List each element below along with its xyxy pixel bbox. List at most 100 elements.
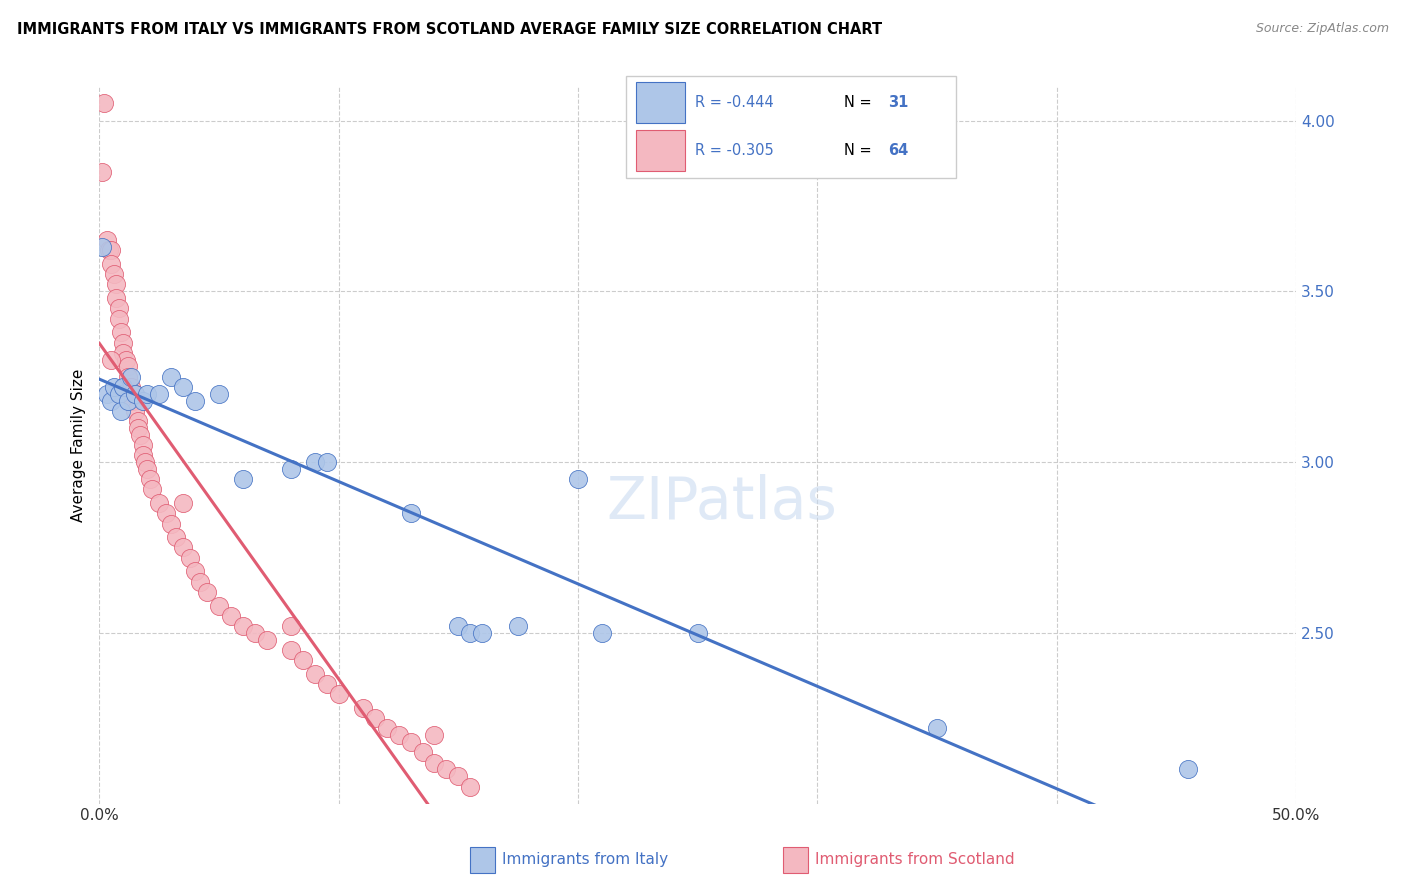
Point: [291, 653, 314, 667]
Point: [90, 165, 112, 179]
FancyBboxPatch shape: [626, 76, 956, 178]
Point: [508, 619, 530, 633]
Point: [127, 414, 149, 428]
Point: [208, 386, 231, 401]
Point: [591, 625, 613, 640]
Point: [280, 643, 302, 657]
Point: [107, 311, 129, 326]
Point: [117, 393, 139, 408]
Point: [110, 326, 132, 340]
Point: [352, 701, 374, 715]
Point: [172, 541, 194, 555]
Point: [304, 455, 326, 469]
Point: [120, 380, 142, 394]
Point: [136, 386, 159, 401]
Point: [460, 625, 482, 640]
FancyBboxPatch shape: [636, 130, 685, 171]
Point: [471, 625, 494, 640]
Point: [127, 421, 149, 435]
Y-axis label: Average Family Size: Average Family Size: [72, 368, 86, 522]
Point: [243, 625, 266, 640]
Point: [96, 233, 118, 247]
Point: [112, 335, 135, 350]
Point: [100, 257, 122, 271]
Point: [387, 728, 409, 742]
Point: [686, 625, 709, 640]
Point: [447, 619, 470, 633]
Point: [100, 393, 122, 408]
Point: [138, 472, 160, 486]
Point: [120, 386, 142, 401]
Point: [124, 386, 146, 401]
Point: [103, 380, 125, 394]
Point: [107, 301, 129, 316]
Point: [124, 404, 146, 418]
Point: [328, 687, 350, 701]
Point: [160, 516, 183, 531]
Text: N =: N =: [844, 95, 876, 110]
Point: [208, 599, 231, 613]
Text: IMMIGRANTS FROM ITALY VS IMMIGRANTS FROM SCOTLAND AVERAGE FAMILY SIZE CORRELATIO: IMMIGRANTS FROM ITALY VS IMMIGRANTS FROM…: [17, 22, 882, 37]
Point: [304, 666, 326, 681]
Point: [107, 386, 129, 401]
Point: [96, 386, 118, 401]
Point: [117, 359, 139, 374]
Point: [112, 380, 135, 394]
Point: [131, 448, 153, 462]
Text: Immigrants from Italy: Immigrants from Italy: [502, 853, 668, 867]
Point: [100, 244, 122, 258]
Text: R = -0.305: R = -0.305: [695, 144, 773, 158]
Point: [155, 506, 177, 520]
Point: [399, 506, 422, 520]
Point: [105, 291, 128, 305]
Point: [172, 380, 194, 394]
Point: [98, 244, 121, 258]
Point: [117, 369, 139, 384]
Point: [423, 756, 446, 770]
Point: [315, 455, 337, 469]
Point: [447, 769, 470, 783]
Point: [129, 427, 152, 442]
Point: [100, 352, 122, 367]
Point: [179, 550, 201, 565]
Point: [105, 277, 128, 292]
Point: [124, 386, 146, 401]
Point: [399, 735, 422, 749]
Point: [436, 763, 458, 777]
Point: [148, 496, 170, 510]
Point: [256, 632, 278, 647]
Point: [280, 619, 302, 633]
Point: [110, 404, 132, 418]
Point: [184, 565, 207, 579]
Point: [131, 393, 153, 408]
Point: [112, 345, 135, 359]
FancyBboxPatch shape: [636, 82, 685, 123]
Point: [460, 780, 482, 794]
Point: [90, 240, 112, 254]
Point: [567, 472, 589, 486]
Point: [103, 267, 125, 281]
Point: [165, 530, 187, 544]
Point: [134, 455, 156, 469]
Point: [363, 711, 385, 725]
Text: N =: N =: [844, 144, 876, 158]
Text: Immigrants from Scotland: Immigrants from Scotland: [815, 853, 1015, 867]
Point: [93, 96, 115, 111]
Point: [925, 722, 948, 736]
Text: Source: ZipAtlas.com: Source: ZipAtlas.com: [1256, 22, 1389, 36]
Text: 64: 64: [889, 144, 908, 158]
Point: [122, 393, 145, 408]
Point: [131, 438, 153, 452]
Point: [232, 472, 254, 486]
Point: [188, 574, 211, 589]
Point: [114, 352, 136, 367]
Point: [141, 483, 163, 497]
Point: [1177, 763, 1199, 777]
Point: [315, 677, 337, 691]
Point: [148, 386, 170, 401]
Text: R = -0.444: R = -0.444: [695, 95, 773, 110]
Point: [172, 496, 194, 510]
Point: [280, 462, 302, 476]
Point: [195, 585, 218, 599]
Point: [423, 728, 446, 742]
